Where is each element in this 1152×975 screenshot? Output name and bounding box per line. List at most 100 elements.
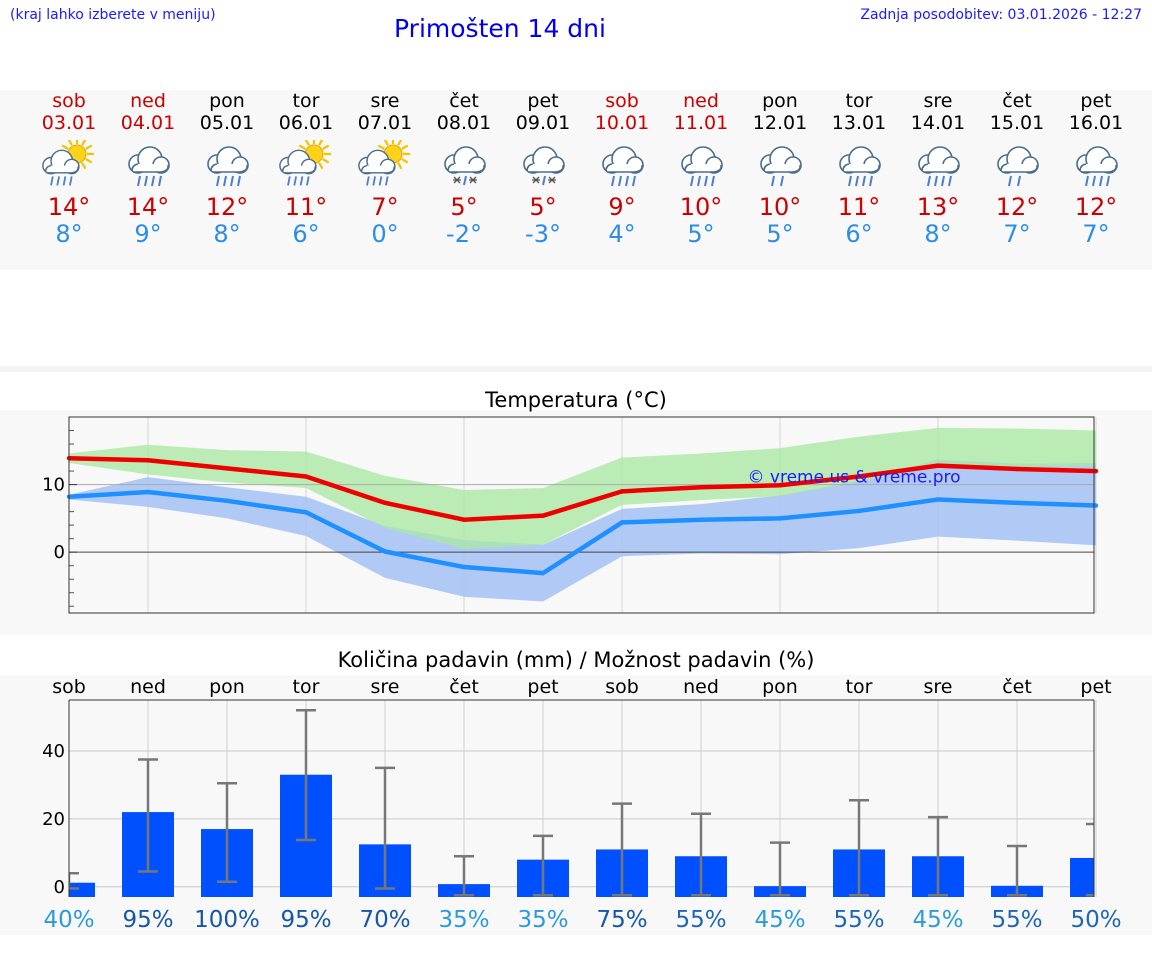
cloud-rain-icon [839, 146, 881, 187]
cloud-base [361, 165, 393, 173]
rain-drop [869, 175, 873, 187]
sun-ray [397, 162, 403, 170]
last-update: Zadnja posodobitev: 03.01.2026 - 12:27 [860, 7, 1142, 23]
day-label: sre [924, 676, 953, 698]
temp-min: 7° [1003, 220, 1031, 248]
cloud-shape [207, 146, 249, 174]
day-date: 07.01 [357, 112, 413, 134]
day-name: sob [605, 90, 639, 112]
rain-drop [378, 176, 383, 186]
min-temperature-line-point [935, 497, 941, 502]
rain-drop [299, 176, 304, 186]
sun-ray [81, 140, 87, 146]
flake-arm [469, 176, 477, 184]
precip-probability: 35% [438, 907, 489, 933]
rain-drop [223, 175, 227, 187]
day-label: sob [52, 676, 86, 698]
max-temperature-line-point [540, 513, 546, 518]
cloud-base [1001, 164, 1035, 172]
cloud-rain-icon [1076, 146, 1118, 187]
rain-drop [158, 175, 162, 187]
day-name: čet [1002, 90, 1032, 112]
max-range-band [69, 427, 1096, 549]
day-date: 06.01 [278, 112, 334, 134]
temp-max: 11° [837, 193, 881, 221]
max-temperature-line-point [224, 466, 230, 471]
min-temperature-line-point [777, 516, 783, 521]
day-label: čet [449, 676, 479, 698]
rain-drop [463, 175, 467, 186]
temperature-chart-title: Temperatura (°C) [485, 388, 667, 412]
y-tick-label: 0 [54, 542, 65, 563]
rain-drop [144, 175, 148, 187]
precip-probability: 95% [122, 907, 173, 933]
day-date: 11.01 [673, 112, 729, 134]
flake-arm [548, 176, 556, 184]
day-name: pet [1080, 90, 1112, 112]
day-column: čet 15.01 12° 7° [977, 90, 1057, 248]
day-label: ned [683, 676, 719, 698]
rain-drop [848, 175, 852, 187]
day-name: ned [683, 90, 719, 112]
precip-probability: 35% [517, 907, 568, 933]
precip-probability: 75% [596, 907, 647, 933]
rain-drop [230, 175, 234, 187]
rain-drop [1008, 175, 1012, 187]
cloud-light-rain-icon [760, 146, 802, 187]
min-temperature-line [68, 489, 1097, 576]
day-label: pon [209, 676, 245, 698]
sun-ray [318, 162, 324, 170]
temp-max: 11° [284, 193, 328, 221]
temp-max: 14° [126, 193, 170, 221]
cloud-base [764, 164, 798, 172]
day-date: 15.01 [989, 112, 1045, 134]
rain-drop [237, 175, 241, 187]
day-column: pet 16.01 12° 7° [1056, 90, 1136, 248]
cloud-rain-icon [918, 146, 960, 187]
min-temperature-line-point [145, 489, 151, 495]
max-temperature-line [68, 455, 1097, 522]
flake-arm [532, 176, 540, 184]
rain-drop [618, 175, 622, 187]
max-temperature-line-point [1014, 466, 1020, 472]
day-name: sre [370, 90, 400, 112]
day-column: tor 13.01 11° 6° [819, 90, 899, 248]
day-label: sob [605, 676, 639, 698]
day-column: pon 12.01 10° 5° [740, 90, 820, 248]
sun-ray [377, 144, 385, 150]
cloud-rain-icon [602, 146, 644, 187]
max-temperature-line-point [1093, 468, 1099, 474]
sun-ray [85, 144, 93, 150]
temp-min: 4° [608, 220, 636, 248]
precip-probability: 100% [194, 907, 260, 933]
sun-ray [401, 144, 409, 150]
sun-cloud-rain-icon [279, 140, 331, 186]
min-temperature-line-point [1093, 503, 1099, 508]
temperature-chart: 0 10 © vreme.us & vreme.pro [42, 416, 1099, 614]
day-label: tor [846, 676, 873, 698]
cloud-shape [42, 149, 80, 175]
sun-ray [322, 144, 330, 150]
precip-probability: 55% [833, 907, 884, 933]
temp-min: 0° [371, 220, 399, 248]
rain-drop [50, 176, 54, 186]
rain-drop [771, 175, 775, 187]
day-date: 16.01 [1068, 112, 1124, 134]
cloud-shape [760, 146, 802, 174]
cloud-rain-icon [128, 146, 170, 187]
temp-max: 5° [450, 193, 478, 221]
rain-drop [632, 175, 636, 187]
rain-drop [542, 175, 546, 186]
rain-drop [1092, 175, 1096, 187]
temp-max: 12° [205, 193, 249, 221]
cloud-shape [997, 146, 1039, 174]
temp-min: 6° [845, 220, 873, 248]
rain-drop [625, 175, 629, 187]
rain-drop [1085, 175, 1089, 187]
sun-ray [318, 140, 324, 146]
y-tick-label: 10 [42, 475, 65, 496]
min-temperature-line-point [698, 517, 704, 522]
min-temperature-line-point [303, 510, 309, 515]
sun-ray [401, 158, 409, 164]
day-date: 10.01 [594, 112, 650, 134]
